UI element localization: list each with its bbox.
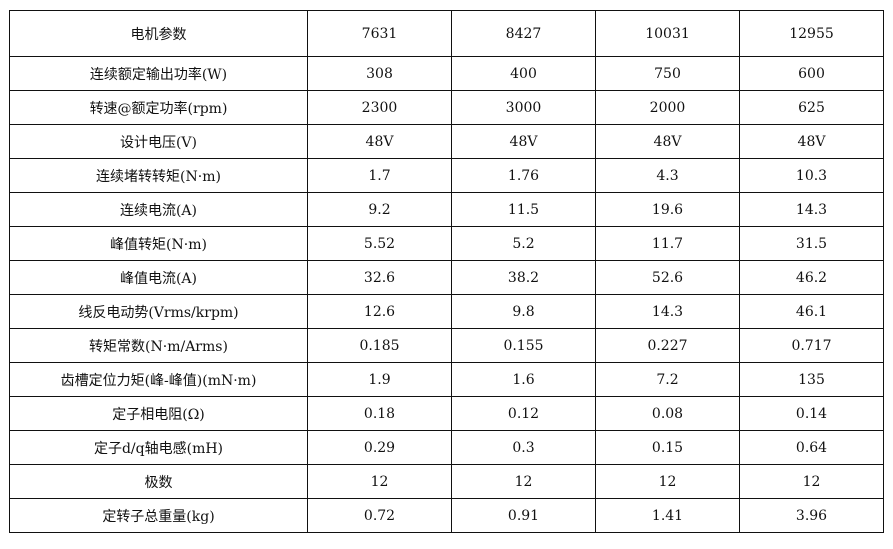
value-cell: 12 (595, 464, 740, 499)
table-header-row: 电机参数 7631 8427 10031 12955 (9, 10, 884, 57)
header-cell-model: 10031 (595, 10, 740, 57)
value-cell: 1.6 (451, 362, 596, 397)
value-cell: 135 (739, 362, 884, 397)
header-cell-parameter: 电机参数 (9, 10, 308, 57)
value-cell: 308 (307, 56, 452, 91)
value-cell: 5.2 (451, 226, 596, 261)
parameter-name-cell: 设计电压(V) (9, 124, 308, 159)
value-cell: 0.12 (451, 396, 596, 431)
value-cell: 1.7 (307, 158, 452, 193)
value-cell: 0.3 (451, 430, 596, 465)
parameter-name-cell: 连续电流(A) (9, 192, 308, 227)
table-row: 线反电动势(Vrms/krpm) 12.6 9.8 14.3 46.1 (9, 294, 884, 329)
value-cell: 52.6 (595, 260, 740, 295)
value-cell: 0.08 (595, 396, 740, 431)
motor-parameters-table: 电机参数 7631 8427 10031 12955 连续额定输出功率(W) 30… (9, 10, 884, 533)
value-cell: 750 (595, 56, 740, 91)
table-row: 齿槽定位力矩(峰-峰值)(mN·m) 1.9 1.6 7.2 135 (9, 362, 884, 397)
value-cell: 0.15 (595, 430, 740, 465)
value-cell: 7.2 (595, 362, 740, 397)
value-cell: 14.3 (739, 192, 884, 227)
table-row: 峰值电流(A) 32.6 38.2 52.6 46.2 (9, 260, 884, 295)
value-cell: 1.9 (307, 362, 452, 397)
value-cell: 1.76 (451, 158, 596, 193)
value-cell: 19.6 (595, 192, 740, 227)
table-row: 定子相电阻(Ω) 0.18 0.12 0.08 0.14 (9, 396, 884, 431)
value-cell: 0.185 (307, 328, 452, 363)
table-body: 电机参数 7631 8427 10031 12955 连续额定输出功率(W) 30… (9, 10, 884, 533)
value-cell: 11.5 (451, 192, 596, 227)
value-cell: 48V (595, 124, 740, 159)
value-cell: 1.41 (595, 498, 740, 533)
table-row: 转速@额定功率(rpm) 2300 3000 2000 625 (9, 90, 884, 125)
value-cell: 5.52 (307, 226, 452, 261)
value-cell: 600 (739, 56, 884, 91)
parameter-name-cell: 极数 (9, 464, 308, 499)
value-cell: 400 (451, 56, 596, 91)
value-cell: 46.1 (739, 294, 884, 329)
value-cell: 31.5 (739, 226, 884, 261)
table-row: 转矩常数(N·m/Arms) 0.185 0.155 0.227 0.717 (9, 328, 884, 363)
value-cell: 0.155 (451, 328, 596, 363)
parameter-name-cell: 转矩常数(N·m/Arms) (9, 328, 308, 363)
value-cell: 0.14 (739, 396, 884, 431)
table-row: 连续堵转转矩(N·m) 1.7 1.76 4.3 10.3 (9, 158, 884, 193)
parameter-name-cell: 连续堵转转矩(N·m) (9, 158, 308, 193)
value-cell: 12.6 (307, 294, 452, 329)
table-row: 设计电压(V) 48V 48V 48V 48V (9, 124, 884, 159)
parameter-name-cell: 定子d/q轴电感(mH) (9, 430, 308, 465)
table-row: 峰值转矩(N·m) 5.52 5.2 11.7 31.5 (9, 226, 884, 261)
value-cell: 0.91 (451, 498, 596, 533)
value-cell: 46.2 (739, 260, 884, 295)
value-cell: 12 (451, 464, 596, 499)
parameter-name-cell: 峰值电流(A) (9, 260, 308, 295)
value-cell: 14.3 (595, 294, 740, 329)
value-cell: 10.3 (739, 158, 884, 193)
table-row: 定转子总重量(kg) 0.72 0.91 1.41 3.96 (9, 498, 884, 533)
value-cell: 9.2 (307, 192, 452, 227)
value-cell: 12 (307, 464, 452, 499)
value-cell: 48V (739, 124, 884, 159)
value-cell: 3.96 (739, 498, 884, 533)
value-cell: 2000 (595, 90, 740, 125)
value-cell: 3000 (451, 90, 596, 125)
value-cell: 0.64 (739, 430, 884, 465)
parameter-name-cell: 线反电动势(Vrms/krpm) (9, 294, 308, 329)
table-row: 连续额定输出功率(W) 308 400 750 600 (9, 56, 884, 91)
table-row: 连续电流(A) 9.2 11.5 19.6 14.3 (9, 192, 884, 227)
value-cell: 48V (307, 124, 452, 159)
value-cell: 11.7 (595, 226, 740, 261)
parameter-name-cell: 定转子总重量(kg) (9, 498, 308, 533)
value-cell: 0.227 (595, 328, 740, 363)
value-cell: 38.2 (451, 260, 596, 295)
value-cell: 32.6 (307, 260, 452, 295)
value-cell: 2300 (307, 90, 452, 125)
parameter-name-cell: 连续额定输出功率(W) (9, 56, 308, 91)
value-cell: 0.18 (307, 396, 452, 431)
value-cell: 48V (451, 124, 596, 159)
parameter-name-cell: 峰值转矩(N·m) (9, 226, 308, 261)
header-cell-model: 12955 (739, 10, 884, 57)
value-cell: 0.72 (307, 498, 452, 533)
value-cell: 625 (739, 90, 884, 125)
table-row: 极数 12 12 12 12 (9, 464, 884, 499)
table-row: 定子d/q轴电感(mH) 0.29 0.3 0.15 0.64 (9, 430, 884, 465)
parameter-name-cell: 齿槽定位力矩(峰-峰值)(mN·m) (9, 362, 308, 397)
value-cell: 12 (739, 464, 884, 499)
value-cell: 0.717 (739, 328, 884, 363)
value-cell: 4.3 (595, 158, 740, 193)
value-cell: 9.8 (451, 294, 596, 329)
parameter-name-cell: 转速@额定功率(rpm) (9, 90, 308, 125)
parameter-name-cell: 定子相电阻(Ω) (9, 396, 308, 431)
header-cell-model: 7631 (307, 10, 452, 57)
motor-parameters-table-container: 电机参数 7631 8427 10031 12955 连续额定输出功率(W) 30… (9, 10, 884, 533)
value-cell: 0.29 (307, 430, 452, 465)
header-cell-model: 8427 (451, 10, 596, 57)
